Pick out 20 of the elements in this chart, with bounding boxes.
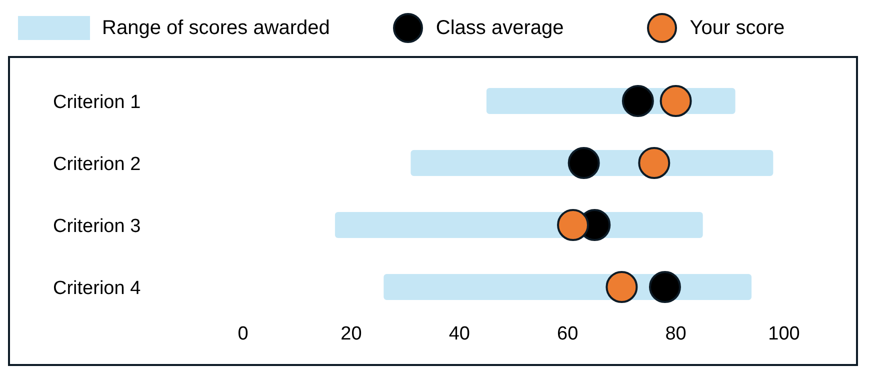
x-tick-label: 100	[768, 323, 800, 344]
legend-label: Your score	[690, 16, 785, 40]
y-tick-label: Criterion 1	[53, 92, 141, 113]
legend-label: Class average	[436, 16, 564, 40]
x-tick-label: 60	[557, 323, 578, 344]
point	[557, 209, 590, 241]
point	[622, 85, 654, 117]
x-tick-label: 20	[340, 323, 362, 344]
y-tick-label: Criterion 4	[53, 278, 142, 299]
point	[648, 271, 681, 303]
y-tick-label: Criterion 2	[53, 154, 141, 175]
y-tick-label: Criterion 3	[53, 216, 141, 237]
point	[638, 147, 670, 179]
x-tick-label: 0	[238, 323, 248, 344]
legend-label: Range of scores awarded	[102, 16, 330, 40]
x-tick-label: 80	[665, 323, 686, 344]
x-tick-label: 40	[448, 323, 470, 344]
point	[606, 271, 638, 303]
point	[568, 147, 600, 179]
point	[660, 85, 692, 117]
